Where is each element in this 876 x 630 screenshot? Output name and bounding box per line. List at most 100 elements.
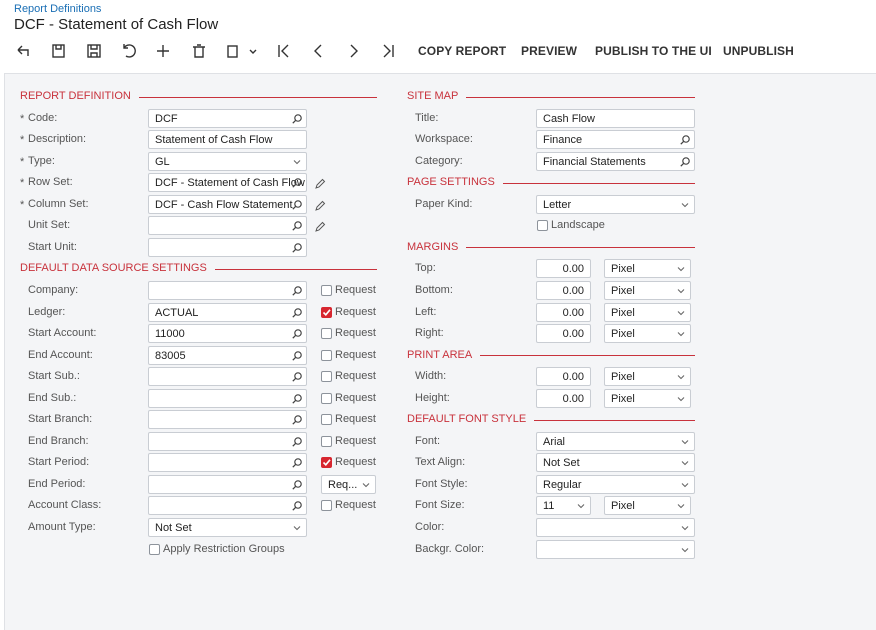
toolbar-button[interactable]: PUBLISH TO THE UI: [595, 44, 712, 58]
checkbox[interactable]: [321, 414, 332, 426]
unit-select[interactable]: Pixel: [604, 324, 691, 344]
checkbox-label[interactable]: Request: [335, 391, 376, 404]
first[interactable]: [278, 44, 289, 58]
edit-icon[interactable]: [314, 199, 326, 211]
field-input[interactable]: [536, 539, 695, 559]
field-input[interactable]: [148, 388, 307, 408]
field-input[interactable]: [148, 474, 307, 494]
request-select[interactable]: Req...: [321, 474, 376, 494]
select-icon: [677, 396, 685, 401]
field-input[interactable]: [148, 280, 307, 300]
checkbox[interactable]: [321, 284, 332, 296]
next[interactable]: [350, 44, 358, 58]
field-input[interactable]: Finance: [536, 130, 695, 150]
checkbox-label[interactable]: Landscape: [551, 219, 605, 232]
copy-paste[interactable]: [227, 45, 257, 58]
lookup-icon: [680, 156, 690, 167]
field-input[interactable]: [148, 410, 307, 430]
field-input[interactable]: [148, 453, 307, 473]
checkbox-label[interactable]: Apply Restriction Groups: [163, 542, 285, 555]
edit-icon[interactable]: [314, 220, 326, 233]
field-input[interactable]: Not Set: [536, 453, 695, 473]
field-input[interactable]: 83005: [148, 345, 307, 365]
heading-text: MARGINS: [407, 240, 459, 253]
unit-select[interactable]: Pixel: [604, 259, 691, 279]
checkbox[interactable]: [149, 543, 160, 555]
field-input[interactable]: ACTUAL: [148, 302, 307, 322]
field-input[interactable]: 0.00: [536, 367, 591, 387]
pencil: [315, 222, 326, 233]
lookup-icon: [292, 350, 302, 361]
heading-text: DEFAULT FONT STYLE: [407, 413, 527, 426]
lookup-icon: [292, 329, 302, 339]
breadcrumb[interactable]: Report Definitions: [14, 3, 102, 15]
field-input[interactable]: DCF - Statement of Cash Flow: [148, 173, 307, 193]
field-input[interactable]: [148, 367, 307, 387]
field-input[interactable]: 11000: [148, 324, 307, 344]
field-input[interactable]: DCF: [148, 108, 307, 128]
field-input[interactable]: 0.00: [536, 259, 591, 279]
checkbox-label[interactable]: Request: [335, 348, 376, 361]
unit-select[interactable]: Pixel: [604, 302, 691, 322]
checkbox-label[interactable]: Request: [335, 370, 376, 383]
checkbox[interactable]: [537, 220, 548, 232]
cancel[interactable]: [123, 44, 136, 58]
checkbox-label[interactable]: Request: [335, 327, 376, 340]
unit-select[interactable]: Pixel: [604, 280, 691, 300]
toolbar-button[interactable]: COPY REPORT: [418, 44, 507, 58]
checkbox[interactable]: [321, 457, 332, 469]
checkbox-label[interactable]: Request: [335, 456, 376, 469]
field-input[interactable]: Letter: [536, 194, 695, 214]
field-input[interactable]: Arial: [536, 431, 695, 451]
field-input[interactable]: 0.00: [536, 302, 591, 322]
field-input[interactable]: [148, 431, 307, 451]
field-input[interactable]: [148, 496, 307, 516]
checkbox[interactable]: [321, 500, 332, 512]
checkbox-label[interactable]: Request: [335, 283, 376, 296]
field-input[interactable]: 0.00: [536, 324, 591, 344]
field-input[interactable]: DCF - Cash Flow Statement: [148, 194, 307, 214]
heading-text: DEFAULT DATA SOURCE SETTINGS: [20, 262, 207, 275]
checkbox-label[interactable]: Request: [335, 434, 376, 447]
field-input[interactable]: Financial Statements: [536, 151, 695, 171]
field-label: Company:: [28, 283, 79, 296]
checkbox-label[interactable]: Request: [335, 413, 376, 426]
field-input[interactable]: 0.00: [536, 280, 591, 300]
field-input[interactable]: 11: [536, 496, 591, 516]
checkbox[interactable]: [321, 371, 332, 383]
save-close[interactable]: [52, 44, 65, 58]
add[interactable]: [157, 45, 169, 57]
field-input[interactable]: Statement of Cash Flow: [148, 130, 307, 150]
field-input[interactable]: Not Set: [148, 518, 307, 537]
field-input[interactable]: [148, 216, 307, 236]
field-input[interactable]: Regular: [536, 474, 695, 494]
lookup-icon: [292, 458, 302, 469]
section-heading: PRINT AREA: [407, 348, 695, 362]
unit-select[interactable]: Pixel: [604, 388, 691, 408]
toolbar-button[interactable]: PREVIEW: [521, 44, 578, 58]
field-input[interactable]: GL: [148, 151, 307, 171]
field-input[interactable]: Cash Flow: [536, 108, 695, 128]
field-input[interactable]: [148, 237, 307, 257]
checkbox[interactable]: [321, 435, 332, 447]
field-input[interactable]: [536, 518, 695, 537]
select-icon: [681, 461, 689, 466]
checkbox-label[interactable]: Request: [335, 499, 376, 512]
checkbox-label[interactable]: Request: [335, 305, 376, 318]
field-label: Paper Kind:: [415, 197, 473, 210]
unit-select[interactable]: Pixel: [604, 367, 691, 387]
delete[interactable]: [193, 44, 205, 58]
checkbox[interactable]: [321, 306, 332, 318]
checkbox[interactable]: [321, 349, 332, 361]
checkbox[interactable]: [321, 328, 332, 340]
prev[interactable]: [314, 44, 322, 58]
field-input[interactable]: 0.00: [536, 388, 591, 408]
unit-select[interactable]: Pixel: [604, 496, 691, 516]
toolbar-button[interactable]: UNPUBLISH: [723, 44, 794, 58]
checkbox[interactable]: [321, 392, 332, 404]
field-label: Height:: [415, 391, 450, 404]
edit-icon[interactable]: [314, 177, 326, 189]
last[interactable]: [383, 44, 394, 58]
undo-back[interactable]: [17, 45, 29, 56]
save[interactable]: [87, 44, 101, 58]
